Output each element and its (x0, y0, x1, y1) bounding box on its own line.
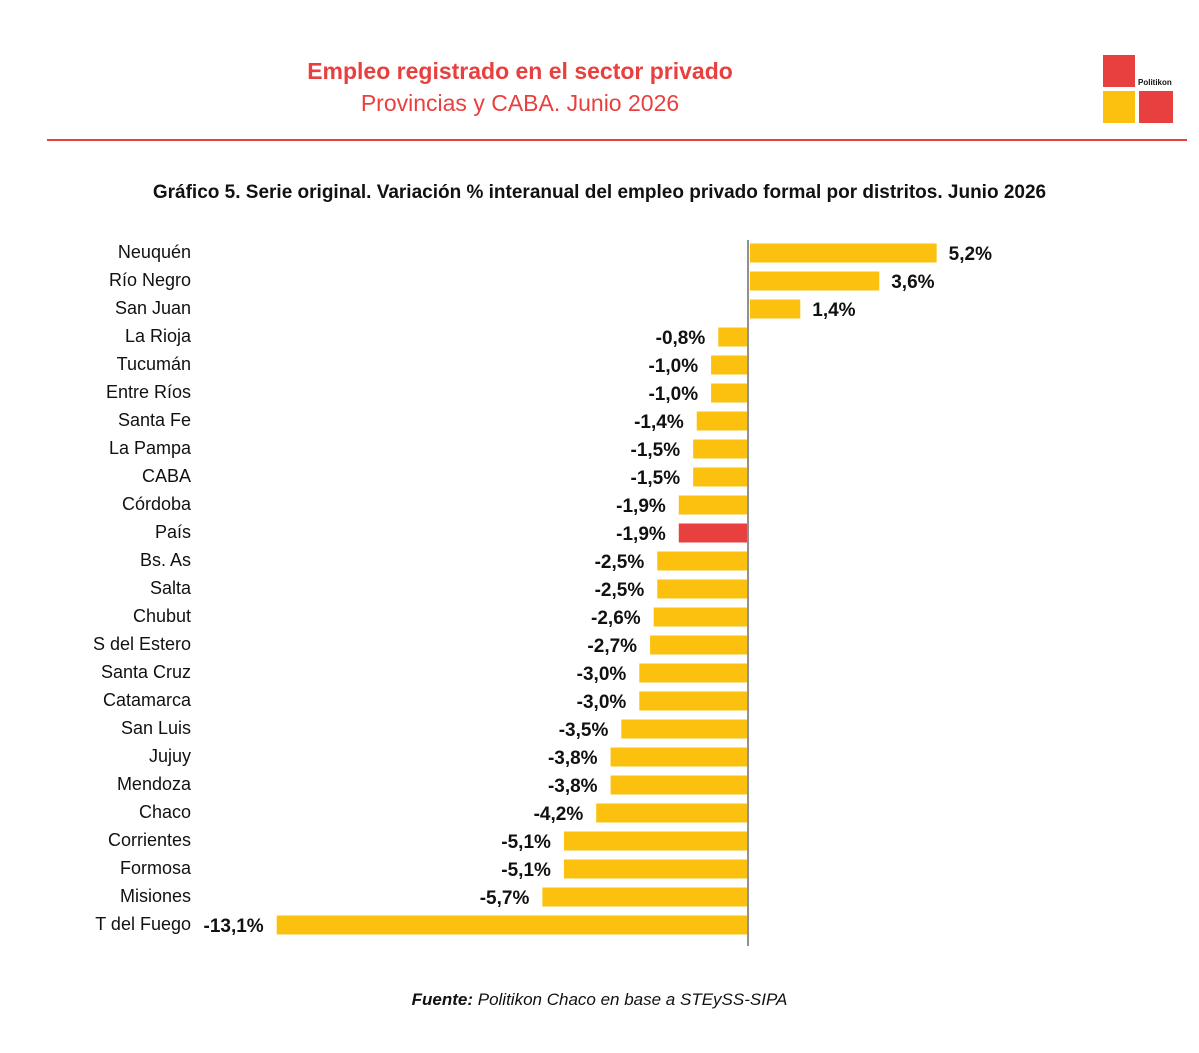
category-label: Chubut (133, 606, 191, 626)
data-label: -2,5% (595, 552, 645, 573)
bar (610, 747, 747, 767)
category-label: CABA (142, 466, 191, 486)
data-label: -13,1% (204, 916, 264, 937)
data-label: -5,1% (501, 832, 551, 853)
bar (650, 635, 747, 655)
category-label: Catamarca (103, 690, 192, 710)
bar (621, 719, 747, 739)
bar (639, 691, 747, 711)
bar (657, 551, 747, 571)
category-label: La Rioja (125, 326, 192, 346)
data-label: -3,0% (577, 692, 627, 713)
data-label: -1,0% (648, 356, 698, 377)
data-label: -2,5% (595, 580, 645, 601)
bar (563, 859, 747, 879)
bar (678, 495, 747, 515)
bar (276, 915, 747, 935)
data-label: -1,9% (616, 496, 666, 517)
data-label: -3,0% (577, 664, 627, 685)
category-label: Mendoza (117, 774, 192, 794)
category-label: Chaco (139, 802, 191, 822)
data-label: -0,8% (656, 328, 706, 349)
bar-chart: Neuquén 5,2% Río Negro 3,6% San Juan 1,4% La R… (93, 240, 992, 946)
header-subtitle: Provincias y CABA. Junio 2026 (360, 90, 680, 116)
data-label: 3,6% (891, 272, 934, 293)
bar (718, 327, 747, 347)
category-label: T del Fuego (95, 914, 191, 934)
data-label: -5,7% (480, 888, 530, 909)
data-label: 1,4% (812, 300, 855, 321)
bar (610, 775, 747, 795)
bar (711, 355, 747, 375)
category-label: Formosa (120, 858, 192, 878)
bar (563, 831, 747, 851)
bar (711, 383, 747, 403)
logo-square-yellow (1103, 91, 1135, 123)
bar (653, 607, 747, 627)
data-label: 5,2% (949, 244, 992, 265)
bar (639, 663, 747, 683)
category-label: Tucumán (117, 354, 191, 374)
category-label: Córdoba (122, 494, 192, 514)
category-label: Santa Fe (118, 410, 191, 430)
category-label: Bs. As (140, 550, 191, 570)
source-label: Fuente: (411, 990, 474, 1009)
chart-title: Gráfico 5. Serie original. Variación % i… (152, 182, 1047, 203)
data-label: -3,8% (548, 748, 598, 769)
data-label: -1,9% (616, 524, 666, 545)
data-label: -1,0% (648, 384, 698, 405)
header-title: Empleo registrado en el sector privado (307, 58, 733, 84)
category-label: Jujuy (149, 746, 191, 766)
bar (596, 803, 747, 823)
data-label: -1,5% (631, 468, 681, 489)
logo-text: Politikon (1138, 78, 1172, 87)
logo-square-red-bottom (1139, 91, 1173, 123)
data-label: -2,6% (591, 608, 641, 629)
politikon-logo (1103, 55, 1173, 125)
category-label: S del Estero (93, 634, 191, 654)
category-label: Neuquén (118, 242, 191, 262)
category-label: Entre Ríos (106, 382, 191, 402)
bar (657, 579, 747, 599)
bar (750, 271, 880, 291)
bar (542, 887, 747, 907)
category-label: País (155, 522, 191, 542)
data-label: -2,7% (587, 636, 637, 657)
category-label: Salta (150, 578, 192, 598)
bar (696, 411, 747, 431)
bar (693, 439, 747, 459)
bar (750, 299, 801, 319)
bar (750, 243, 937, 263)
category-label: Corrientes (108, 830, 191, 850)
category-label: Misiones (120, 886, 191, 906)
data-label: -1,5% (631, 440, 681, 461)
data-label: -3,8% (548, 776, 598, 797)
bar (678, 523, 747, 543)
category-label: La Pampa (109, 438, 192, 458)
source-text: Politikon Chaco en base a STEySS-SIPA (473, 990, 788, 1009)
data-label: -1,4% (634, 412, 684, 433)
bar (693, 467, 747, 487)
category-label: San Luis (121, 718, 191, 738)
data-label: -3,5% (559, 720, 609, 741)
category-label: Santa Cruz (101, 662, 191, 682)
logo-square-red-top (1103, 55, 1135, 87)
source-note: Fuente: Politikon Chaco en base a STEySS… (0, 990, 1199, 1010)
header-divider (47, 139, 1187, 141)
data-label: -4,2% (534, 804, 584, 825)
data-label: -5,1% (501, 860, 551, 881)
category-label: San Juan (115, 298, 191, 318)
category-label: Río Negro (109, 270, 191, 290)
